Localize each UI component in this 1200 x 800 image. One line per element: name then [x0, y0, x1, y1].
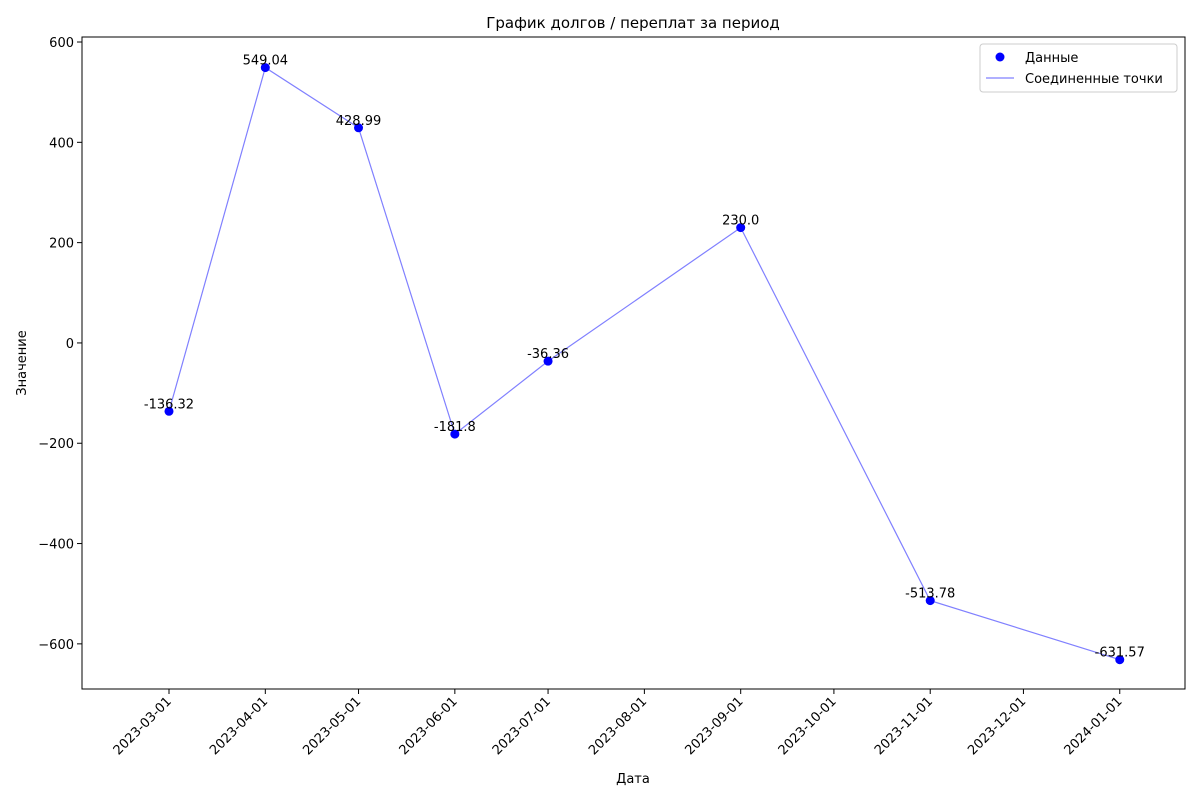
y-tick-label: 400 [49, 136, 74, 151]
y-tick-label: 200 [49, 237, 74, 252]
y-tick-label: −400 [38, 538, 74, 553]
series-line-connected [168, 66, 1120, 661]
data-point [260, 63, 270, 73]
x-axis: 2023-03-01 2023-04-01 2023-05-01 2023-06-01… [111, 689, 1126, 758]
x-tick-label: 2023-03-01 [111, 694, 175, 758]
data-point [736, 223, 746, 233]
x-tick-label: 2023-09-01 [682, 694, 746, 758]
data-label: 428.99 [336, 114, 382, 129]
data-label: -136.32 [144, 397, 194, 412]
x-tick-label: 2023-11-01 [872, 694, 936, 758]
x-axis-label: Дата [616, 772, 650, 787]
data-point [450, 429, 460, 439]
data-point [925, 596, 935, 606]
chart-title: График долгов / переплат за период [486, 14, 780, 32]
data-point [1115, 655, 1125, 665]
x-tick-label: 2023-10-01 [776, 694, 840, 758]
y-axis: −600 −400 −200 0 200 400 600 [38, 36, 82, 653]
data-label: 230.0 [722, 214, 759, 229]
legend-marker-data [995, 52, 1005, 62]
legend: Данные Соединенные точки [979, 43, 1178, 93]
x-tick-label: 2023-04-01 [207, 694, 271, 758]
data-label: 549.04 [243, 54, 289, 69]
legend-label-data: Данные [1025, 51, 1078, 66]
y-axis-label: Значение [15, 330, 30, 395]
y-tick-label: 0 [66, 337, 74, 352]
data-point [354, 123, 364, 133]
x-tick-label: 2023-05-01 [300, 694, 364, 758]
y-tick-label: −200 [38, 437, 74, 452]
x-tick-label: 2023-12-01 [965, 694, 1029, 758]
legend-box [979, 43, 1178, 93]
data-label: -513.78 [905, 587, 955, 602]
x-tick-label: 2023-07-01 [490, 694, 554, 758]
data-point [164, 406, 174, 416]
y-tick-label: 600 [49, 36, 74, 51]
plot-area-frame [81, 36, 1186, 690]
data-label: -631.57 [1095, 646, 1145, 661]
series-layer: -136.32 549.04 428.99 -181.8 -36.36 230.0 -513… [144, 54, 1145, 665]
data-label: -36.36 [527, 347, 569, 362]
x-tick-label: 2024-01-01 [1062, 694, 1126, 758]
y-tick-label: −600 [38, 638, 74, 653]
x-tick-label: 2023-08-01 [586, 694, 650, 758]
data-label: -181.8 [434, 420, 476, 435]
x-tick-label: 2023-06-01 [397, 694, 461, 758]
legend-label-connected: Соединенные точки [1025, 72, 1163, 87]
data-point [543, 356, 553, 366]
